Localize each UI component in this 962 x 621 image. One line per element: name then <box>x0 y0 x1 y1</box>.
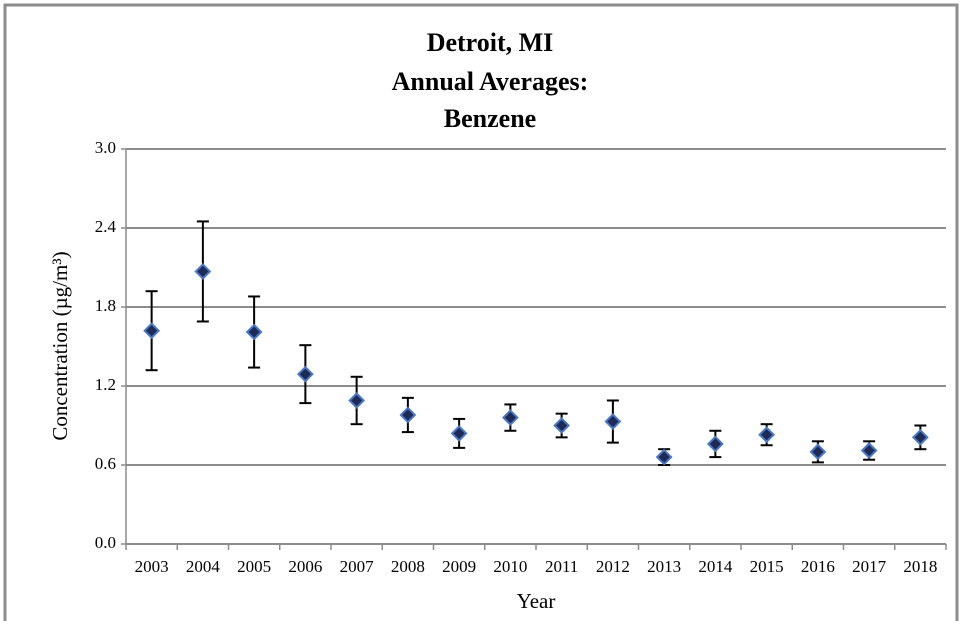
marker <box>706 435 724 453</box>
y-axis-label: Concentration (µg/m³) <box>48 251 72 440</box>
x-tick-label: 2013 <box>647 557 681 576</box>
x-tick-label: 2011 <box>545 557 578 576</box>
x-tick-label: 2007 <box>340 557 375 576</box>
x-tick-label: 2004 <box>186 557 221 576</box>
marker <box>143 322 161 340</box>
marker <box>245 323 263 341</box>
y-tick-label: 3.0 <box>95 138 116 157</box>
x-tick-label: 2018 <box>903 557 937 576</box>
chart-title: Benzene <box>444 104 536 133</box>
marker <box>758 426 776 444</box>
marker <box>348 392 366 409</box>
y-tick-label: 0.6 <box>95 454 116 473</box>
x-tick-label: 2005 <box>237 557 271 576</box>
marker <box>399 406 417 424</box>
x-tick-label: 2016 <box>801 557 835 576</box>
marker <box>604 413 622 430</box>
x-tick-label: 2017 <box>852 557 887 576</box>
x-tick-label: 2012 <box>596 557 630 576</box>
x-tick-label: 2003 <box>135 557 169 576</box>
chart-title: Annual Averages: <box>392 67 589 96</box>
marker <box>911 428 929 446</box>
marker <box>296 365 314 383</box>
marker <box>809 443 827 461</box>
y-tick-label: 1.8 <box>95 296 116 315</box>
marker <box>860 442 878 459</box>
marker <box>501 409 519 427</box>
y-tick-label: 2.4 <box>95 217 117 236</box>
x-tick-label: 2006 <box>288 557 322 576</box>
x-tick-label: 2009 <box>442 557 476 576</box>
marker <box>450 424 468 442</box>
x-tick-label: 2008 <box>391 557 425 576</box>
y-tick-label: 1.2 <box>95 375 116 394</box>
chart-frame <box>3 3 959 621</box>
x-tick-label: 2015 <box>750 557 784 576</box>
marker <box>655 448 673 466</box>
marker <box>194 263 212 280</box>
y-tick-label: 0.0 <box>95 533 116 552</box>
x-tick-label: 2010 <box>493 557 527 576</box>
marker <box>553 417 571 434</box>
x-axis-label: Year <box>517 589 556 613</box>
x-tick-label: 2014 <box>698 557 733 576</box>
chart-title: Detroit, MI <box>427 28 554 57</box>
